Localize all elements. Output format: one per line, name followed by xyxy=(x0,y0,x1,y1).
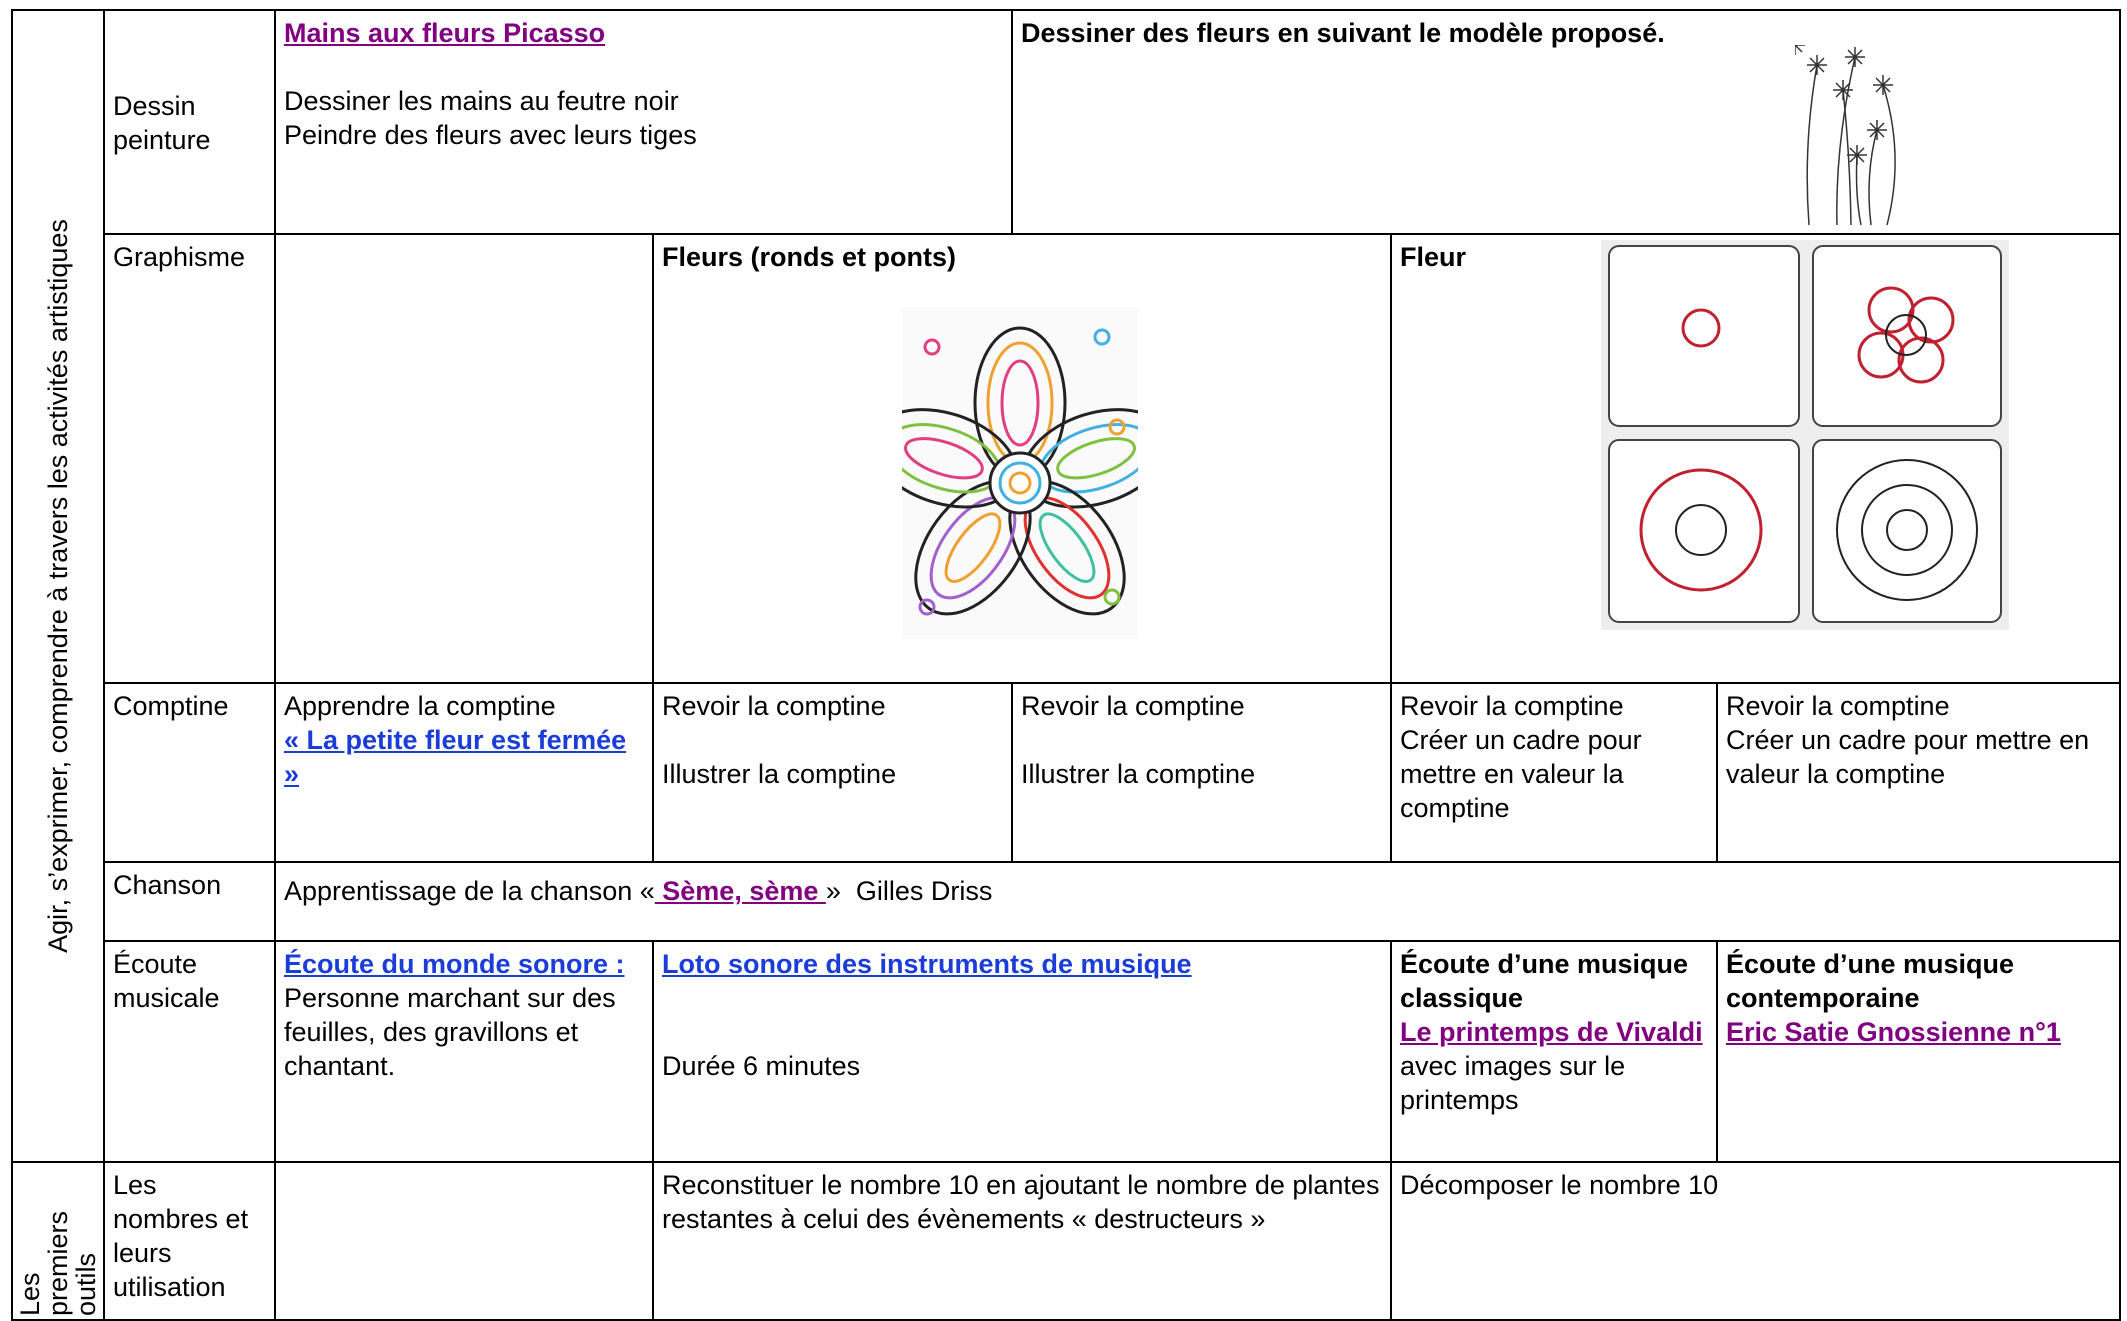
text: Revoir la comptine xyxy=(1400,691,1624,721)
side-cell: Les premiers outils xyxy=(11,1161,105,1321)
side-label: Agir, s’exprimer, comprendre à travers l… xyxy=(43,219,73,953)
text: Reconstituer le nombre 10 en ajoutant le… xyxy=(662,1170,1380,1234)
cell: Apprentissage de la chanson « Sème, sème… xyxy=(274,861,2121,942)
flower-image xyxy=(902,307,1138,639)
dandelion-image xyxy=(1795,45,1896,226)
link[interactable]: Sème, sème xyxy=(654,876,826,906)
link[interactable]: Eric Satie Gnossienne n°1 xyxy=(1726,1017,2061,1047)
text: Personne marchant sur des feuilles, des … xyxy=(284,983,616,1081)
heading: Écoute d’une musique classique xyxy=(1400,949,1689,1013)
cell: Dessiner des fleurs en suivant le modèle… xyxy=(1011,9,2121,235)
text: Illustrer la comptine xyxy=(1021,759,1256,789)
cell: Écoute d’une musique contemporaine Eric … xyxy=(1716,940,2121,1163)
text: » Gilles Driss xyxy=(825,876,993,906)
row-label: Comptine xyxy=(103,682,276,863)
text: Revoir la comptine xyxy=(1726,691,1950,721)
side-label: Les premiers outils xyxy=(15,1210,101,1316)
cell: Revoir la comptine Illustrer la comptine xyxy=(1011,682,1392,863)
row-label: Les nombres et leurs utilisation xyxy=(103,1161,276,1321)
cell xyxy=(274,1161,654,1321)
row-label: Graphisme xyxy=(103,233,276,684)
side-cell: Agir, s’exprimer, comprendre à travers l… xyxy=(11,9,105,1163)
text: Dessiner les mains au feutre noir xyxy=(284,86,679,116)
cell: Écoute du monde sonore : Personne marcha… xyxy=(274,940,654,1163)
row-label: Dessin peinture xyxy=(103,9,276,235)
link[interactable]: Écoute du monde sonore : xyxy=(284,949,625,979)
spacer xyxy=(662,723,1003,757)
text: Revoir la comptine xyxy=(1021,691,1245,721)
cell: Revoir la comptine Créer un cadre pour m… xyxy=(1390,682,1718,863)
heading: Écoute d’une musique contemporaine xyxy=(1726,949,2015,1013)
text: Revoir la comptine xyxy=(662,691,886,721)
heading: Dessiner des fleurs en suivant le modèle… xyxy=(1021,18,1665,48)
link[interactable]: Mains aux fleurs Picasso xyxy=(284,18,606,48)
cell xyxy=(274,233,654,684)
text: avec images sur le printemps xyxy=(1400,1051,1626,1115)
heading: Fleurs (ronds et ponts) xyxy=(662,242,957,272)
text: Apprentissage de la chanson « xyxy=(284,876,655,906)
cell: Revoir la comptine Illustrer la comptine xyxy=(652,682,1013,863)
text: Décomposer le nombre 10 xyxy=(1400,1170,1719,1200)
spacer xyxy=(284,50,1003,84)
heading: Fleur xyxy=(1400,242,1467,272)
cell: Apprendre la comptine « La petite fleur … xyxy=(274,682,654,863)
spacer xyxy=(1021,723,1382,757)
cell: Décomposer le nombre 10 xyxy=(1390,1161,2121,1321)
spacer xyxy=(662,981,1382,1015)
text: Créer un cadre pour mettre en valeur la … xyxy=(1726,725,2090,789)
row-label: Chanson xyxy=(103,861,276,942)
link[interactable]: Le printemps de Vivaldi xyxy=(1400,1017,1703,1047)
cell: Écoute d’une musique classique Le printe… xyxy=(1390,940,1718,1163)
link[interactable]: « La petite fleur est fermée » xyxy=(284,725,627,789)
cell: Loto sonore des instruments de musique D… xyxy=(652,940,1392,1163)
spacer xyxy=(662,1015,1382,1049)
row-label: Écoute musicale xyxy=(103,940,276,1163)
text: Créer un cadre pour mettre en valeur la … xyxy=(1400,725,1642,823)
flower-steps-image xyxy=(1601,240,2009,630)
text: Apprendre la comptine xyxy=(284,691,556,721)
cell: Reconstituer le nombre 10 en ajoutant le… xyxy=(652,1161,1392,1321)
link[interactable]: Loto sonore des instruments de musique xyxy=(662,949,1192,979)
text: Durée 6 minutes xyxy=(662,1051,861,1081)
cell: Mains aux fleurs Picasso Dessiner les ma… xyxy=(274,9,1013,235)
cell: Revoir la comptine Créer un cadre pour m… xyxy=(1716,682,2121,863)
text: Peindre des fleurs avec leurs tiges xyxy=(284,120,697,150)
text: Illustrer la comptine xyxy=(662,759,897,789)
